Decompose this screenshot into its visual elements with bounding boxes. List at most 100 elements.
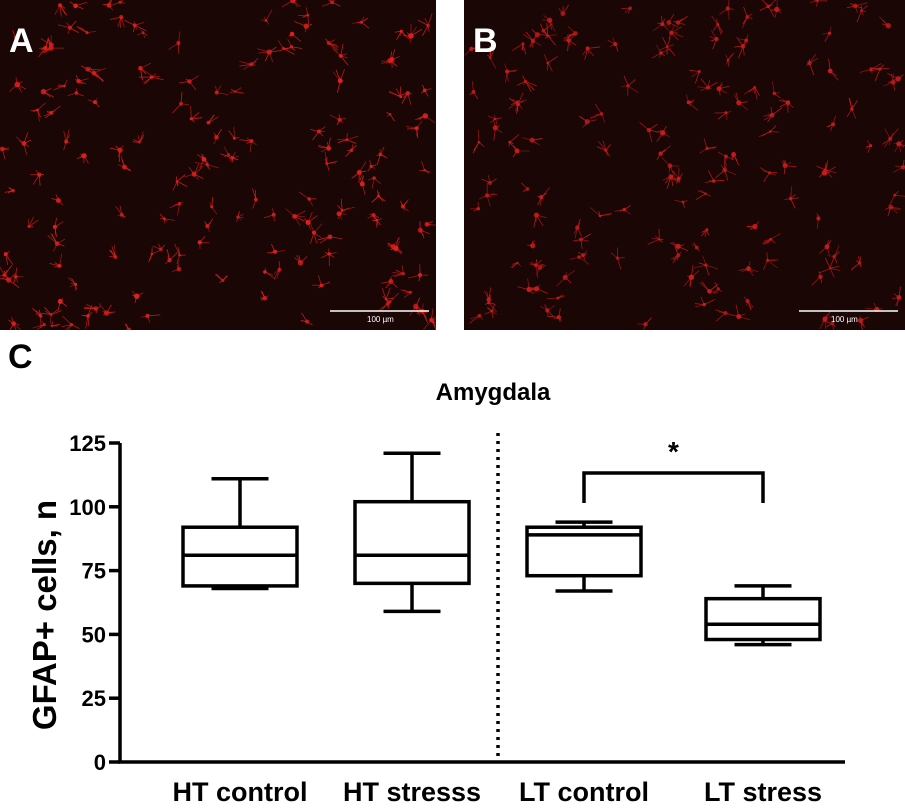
astrocyte-cell [770, 0, 782, 18]
astrocyte-cell [4, 187, 16, 194]
astrocyte-cell [711, 15, 724, 35]
astrocyte-cell [12, 30, 19, 50]
astrocyte-cell [377, 301, 390, 312]
astrocyte-cell [309, 222, 323, 244]
astrocyte-cell [784, 186, 800, 209]
astrocyte-cell [273, 261, 282, 280]
astrocyte-cell [381, 276, 398, 289]
astrocyte-cell [32, 320, 46, 330]
astrocyte-cell [344, 144, 357, 158]
astrocyte-cell [693, 255, 719, 276]
astrocyte-cell [819, 311, 834, 330]
astrocyte-cell [487, 45, 497, 69]
astrocyte-cell [481, 175, 497, 185]
astrocyte-cell [13, 267, 24, 284]
astrocyte-cell [136, 28, 148, 39]
astrocyte-cell [337, 132, 359, 144]
panel-a-letter: A [9, 22, 34, 60]
astrocyte-cell [376, 146, 388, 165]
x-tick-label: LT stress [704, 777, 822, 807]
astrocyte-cell [621, 6, 633, 15]
astrocyte-cell [666, 13, 679, 28]
astrocyte-cell [74, 74, 89, 85]
astrocyte-cell [846, 97, 858, 119]
box-1 [181, 476, 299, 591]
astrocyte-cell [257, 46, 283, 62]
astrocyte-cell [172, 174, 188, 191]
astrocyte-cell [637, 317, 652, 330]
astrocyte-cell [704, 170, 725, 184]
astrocyte-cell [517, 278, 541, 295]
astrocyte-cell [542, 15, 556, 32]
astrocyte-cell [539, 23, 553, 39]
astrocyte-cell [138, 73, 164, 85]
astrocyte-cell [312, 275, 331, 289]
astrocyte-cell [228, 126, 240, 140]
astrocyte-cell [818, 160, 837, 178]
astrocyte-cell [318, 137, 332, 153]
astrocyte-cell [429, 315, 436, 330]
astrocyte-cell [368, 176, 381, 189]
astrocyte-cell [508, 99, 524, 112]
astrocyte-cell [529, 259, 545, 279]
astrocyte-cell [859, 63, 882, 74]
astrocyte-cell [521, 182, 530, 193]
astrocyte-cell [329, 114, 346, 126]
astrocyte-cell [661, 157, 679, 177]
astrocyte-cell [285, 208, 306, 226]
astrocyte-cell [504, 63, 518, 83]
astrocyte-cell [197, 236, 210, 249]
astrocyte-cell [86, 66, 106, 82]
astrocyte-cell [806, 53, 819, 76]
astrocyte-cell [569, 253, 590, 265]
y-tick-label: 125 [69, 431, 106, 456]
astrocyte-cell [67, 277, 78, 291]
astrocyte-cell [714, 111, 731, 121]
astrocyte-cell [324, 151, 338, 171]
scale-bar-label-a: 100 µm [367, 315, 394, 324]
astrocyte-cell [9, 77, 27, 93]
astrocyte-cell [738, 34, 749, 45]
astrocyte-cell [406, 120, 423, 138]
astrocyte-cell [670, 245, 682, 264]
astrocyte-cell [688, 69, 701, 84]
astrocyte-cell [109, 15, 125, 29]
astrocyte-cell [656, 125, 670, 142]
astrocyte-cell [152, 243, 166, 252]
micrograph-panel-b: B 100 µm [464, 0, 905, 330]
micrograph-panel-a: A 100 µm [0, 0, 436, 330]
astrocyte-cell [81, 305, 93, 329]
astrocyte-cell [236, 211, 244, 222]
astrocyte-cell [124, 19, 147, 33]
astrocyte-cell [43, 105, 61, 119]
astrocyte-cell [131, 290, 144, 303]
astrocyte-cell [239, 137, 257, 153]
astrocyte-cell [590, 103, 606, 123]
astrocyte-cell [419, 160, 431, 174]
astrocyte-cell [112, 0, 126, 6]
astrocyte-cell [856, 4, 868, 23]
astrocyte-cell [857, 315, 869, 330]
astrocyte-cell [699, 281, 719, 294]
astrocyte-cell [389, 48, 400, 68]
astrocyte-cell [709, 30, 719, 50]
astrocyte-cell [0, 265, 13, 281]
astrocyte-cell [293, 254, 308, 266]
astrocyte-cell [826, 115, 836, 131]
astrocyte-cell [670, 241, 689, 252]
astrocyte-cell [367, 159, 377, 172]
astrocyte-cell [699, 138, 717, 154]
astrocyte-cell [517, 75, 537, 92]
astrocyte-cell [385, 292, 400, 308]
astrocyte-cell [811, 271, 823, 286]
astrocyte-cell [582, 46, 601, 60]
astrocyte-cell [80, 65, 101, 78]
astrocyte-cell [87, 98, 100, 108]
astrocyte-cell [546, 294, 565, 300]
micrograph-a-image [0, 0, 436, 330]
astrocyte-cell [359, 175, 366, 196]
astrocyte-cell [400, 199, 409, 212]
astrocyte-cell [58, 20, 79, 34]
astrocyte-cell [685, 94, 699, 111]
astrocyte-cell [53, 79, 68, 91]
